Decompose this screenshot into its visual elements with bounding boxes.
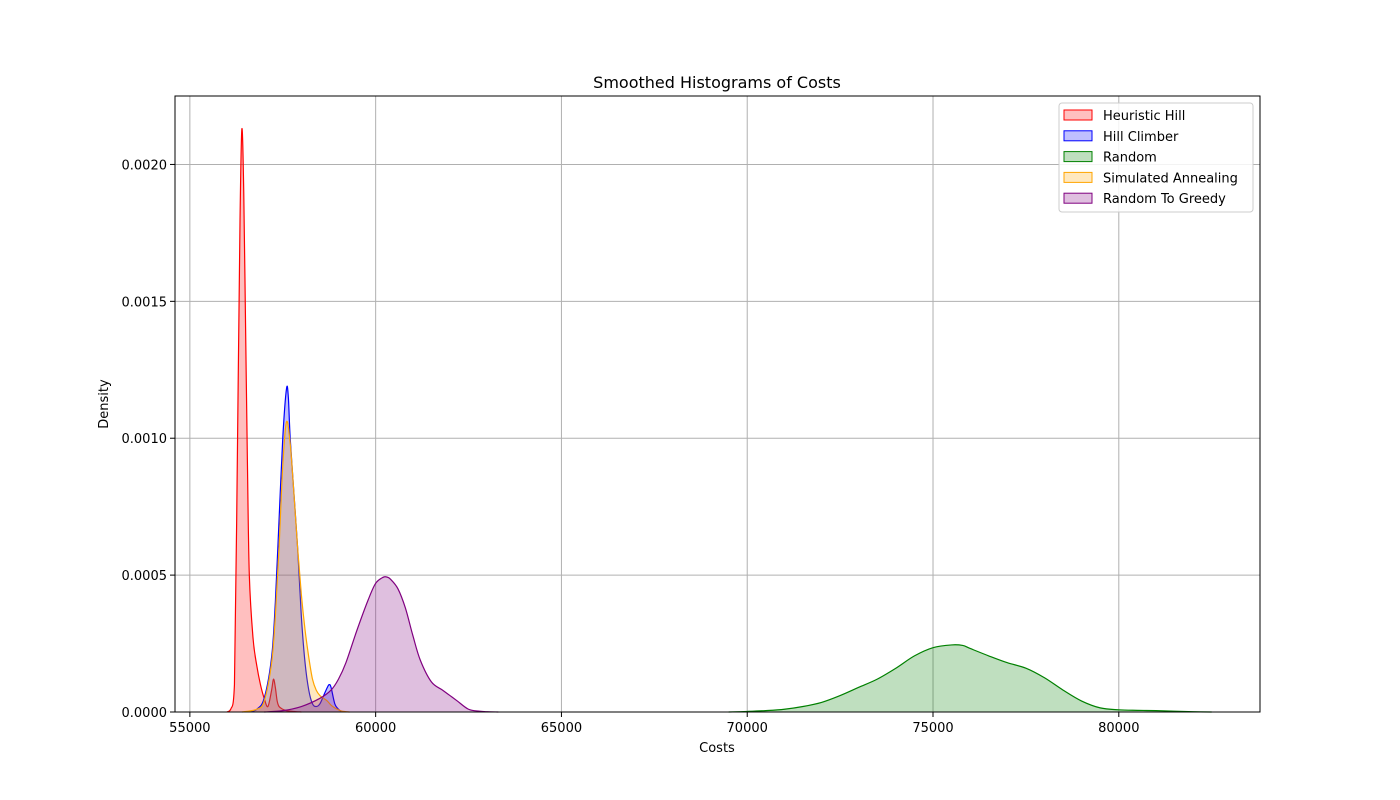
line-random <box>728 644 1212 713</box>
chart-title: Smoothed Histograms of Costs <box>593 73 841 92</box>
y-tick-label: 0.0020 <box>122 158 168 173</box>
x-tick-label: 80000 <box>1098 721 1139 736</box>
area-random <box>728 644 1212 712</box>
legend-label-simulated-annealing: Simulated Annealing <box>1103 171 1238 186</box>
area-random-to-greedy <box>264 576 499 712</box>
legend-label-random-to-greedy: Random To Greedy <box>1103 192 1226 207</box>
y-tick-label: 0.0015 <box>122 295 168 310</box>
legend-label-random: Random <box>1103 151 1157 166</box>
legend-label-heuristic-hill: Heuristic Hill <box>1103 109 1185 124</box>
line-simulated-annealing <box>241 420 350 713</box>
y-tick-label: 0.0010 <box>122 432 168 447</box>
legend-swatch-random-to-greedy <box>1063 192 1093 204</box>
legend-swatch-random <box>1063 151 1093 163</box>
axis-ticks: 55000 60000 65000 70000 75000 80000 0.0000 0.00… <box>122 158 1140 736</box>
x-tick-label: 70000 <box>727 721 768 736</box>
area-simulated-annealing <box>241 421 350 712</box>
line-random-to-greedy <box>264 576 499 713</box>
area-hill-climber <box>249 386 343 712</box>
x-tick-label: 60000 <box>355 721 396 736</box>
x-tick-label: 55000 <box>169 721 210 736</box>
legend-label-hill-climber: Hill Climber <box>1103 130 1179 145</box>
line-hill-climber <box>249 385 343 713</box>
area-heuristic-hill <box>227 128 302 713</box>
y-axis-label: Density <box>97 379 112 429</box>
plot-frame <box>174 95 1261 713</box>
x-tick-label: 65000 <box>541 721 582 736</box>
legend: Heuristic Hill Hill Climber Random Simulate… <box>1058 102 1254 213</box>
x-axis-label: Costs <box>699 741 735 756</box>
line-heuristic-hill <box>226 128 302 713</box>
legend-box <box>1058 102 1254 213</box>
legend-swatch-heuristic-hill <box>1063 109 1093 121</box>
y-tick-label: 0.0005 <box>122 569 168 584</box>
series-areas <box>226 128 1212 713</box>
x-tick-label: 75000 <box>912 721 953 736</box>
y-tick-label: 0.0000 <box>122 706 168 721</box>
legend-swatch-simulated-annealing <box>1063 171 1093 183</box>
legend-swatch-hill-climber <box>1063 130 1093 142</box>
